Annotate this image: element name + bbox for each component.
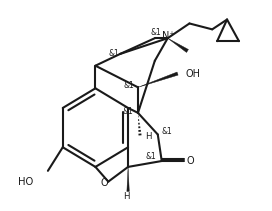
Text: &1: &1 bbox=[122, 107, 133, 116]
Polygon shape bbox=[168, 38, 188, 53]
Text: &1: &1 bbox=[161, 127, 172, 136]
Text: &1: &1 bbox=[108, 49, 119, 58]
Text: H: H bbox=[145, 132, 152, 141]
Text: &1: &1 bbox=[151, 28, 162, 37]
Text: H: H bbox=[123, 192, 130, 201]
Text: OH: OH bbox=[185, 69, 200, 78]
Polygon shape bbox=[127, 167, 129, 191]
Text: O: O bbox=[101, 178, 109, 188]
Text: &1: &1 bbox=[145, 153, 156, 161]
Text: N⁺: N⁺ bbox=[162, 31, 175, 41]
Text: HO: HO bbox=[18, 177, 33, 187]
Text: &1: &1 bbox=[123, 81, 134, 91]
Polygon shape bbox=[138, 72, 178, 87]
Text: O: O bbox=[187, 156, 194, 166]
